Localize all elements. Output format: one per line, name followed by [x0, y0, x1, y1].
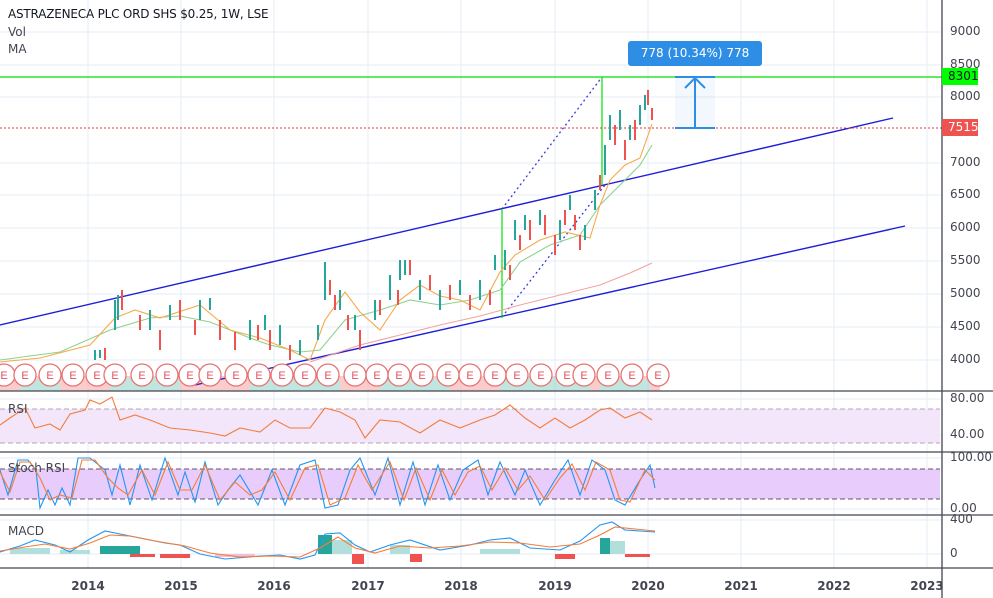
time-tick: 2020: [631, 579, 665, 593]
macd-tick: 0: [950, 546, 958, 560]
time-tick: 2015: [164, 579, 198, 593]
svg-text:E: E: [418, 370, 425, 382]
svg-text:E: E: [604, 370, 611, 382]
price-tick: 8500: [950, 57, 981, 71]
svg-text:E: E: [186, 370, 193, 382]
measure-tool[interactable]: [675, 76, 715, 129]
stoch-rsi-label[interactable]: Stoch RSI: [8, 461, 66, 475]
svg-text:E: E: [395, 370, 402, 382]
price-tick: 5500: [950, 253, 981, 267]
rsi-band: [0, 409, 940, 443]
stoch-tick: 0.00: [950, 501, 977, 515]
svg-text:E: E: [206, 370, 213, 382]
stoch-tick: 100.00: [950, 450, 992, 464]
rsi-tick: 80.00: [950, 391, 985, 405]
stoch-d-line: [0, 459, 656, 506]
svg-text:E: E: [654, 370, 661, 382]
time-tick: 2018: [444, 579, 478, 593]
svg-text:E: E: [513, 370, 520, 382]
price-candles: [94, 90, 653, 360]
svg-text:E: E: [46, 370, 53, 382]
stoch-k-line: [0, 456, 656, 511]
rsi-tick: 40.00: [950, 427, 985, 441]
price-tick: 6000: [950, 220, 981, 234]
time-tick: 2023: [910, 579, 944, 593]
rsi-label[interactable]: RSI: [8, 402, 28, 416]
svg-text:E: E: [351, 370, 358, 382]
macd-tick: 400: [950, 512, 973, 526]
price-tick: 4000: [950, 352, 981, 366]
macd-histogram: [10, 535, 650, 564]
svg-text:E: E: [93, 370, 100, 382]
ma-indicator-label[interactable]: MA: [8, 42, 27, 56]
measure-label: 778 (10.34%) 778: [628, 41, 762, 66]
svg-text:E: E: [69, 370, 76, 382]
svg-text:E: E: [537, 370, 544, 382]
price-tick: 9000: [950, 24, 981, 38]
time-tick: 2017: [351, 579, 385, 593]
macd-label[interactable]: MACD: [8, 524, 44, 538]
price-tick: 5000: [950, 286, 981, 300]
svg-text:E: E: [324, 370, 331, 382]
last-price-tag: 7515: [942, 119, 979, 136]
svg-text:E: E: [580, 370, 587, 382]
ma-fast-line: [0, 123, 653, 363]
rsi-band-lines: [0, 408, 940, 444]
svg-text:E: E: [232, 370, 239, 382]
svg-text:E: E: [466, 370, 473, 382]
price-tick: 4500: [950, 319, 981, 333]
time-tick: 2021: [724, 579, 758, 593]
price-tick: 8000: [950, 89, 981, 103]
trend-channel[interactable]: [0, 117, 906, 386]
macd-line: [0, 521, 656, 560]
svg-text:E: E: [21, 370, 28, 382]
svg-text:E: E: [278, 370, 285, 382]
svg-text:E: E: [138, 370, 145, 382]
ma-long-line: [309, 262, 653, 363]
svg-text:E: E: [563, 370, 570, 382]
stoch-band-lines: [0, 468, 940, 500]
time-tick: 2022: [817, 579, 851, 593]
time-tick: 2014: [71, 579, 105, 593]
svg-text:E: E: [0, 370, 7, 382]
svg-text:E: E: [255, 370, 262, 382]
svg-text:E: E: [111, 370, 118, 382]
volume-indicator-label[interactable]: Vol: [8, 25, 26, 39]
macd-signal-line: [0, 526, 656, 558]
earnings-markers[interactable]: [0, 363, 670, 387]
svg-text:E: E: [491, 370, 498, 382]
target-price-tag: 8301: [942, 68, 979, 85]
time-tick: 2019: [538, 579, 572, 593]
rsi-line: [0, 396, 653, 439]
svg-text:E: E: [444, 370, 451, 382]
price-tick: 7000: [950, 155, 981, 169]
svg-text:E: E: [163, 370, 170, 382]
svg-text:E: E: [373, 370, 380, 382]
price-tick: 6500: [950, 187, 981, 201]
symbol-title: ASTRAZENECA PLC ORD SHS $0.25, 1W, LSE: [8, 7, 269, 21]
svg-text:E: E: [628, 370, 635, 382]
stoch-band: [0, 469, 940, 499]
svg-text:E: E: [301, 370, 308, 382]
target-lines[interactable]: [0, 76, 942, 318]
time-tick: 2016: [257, 579, 291, 593]
